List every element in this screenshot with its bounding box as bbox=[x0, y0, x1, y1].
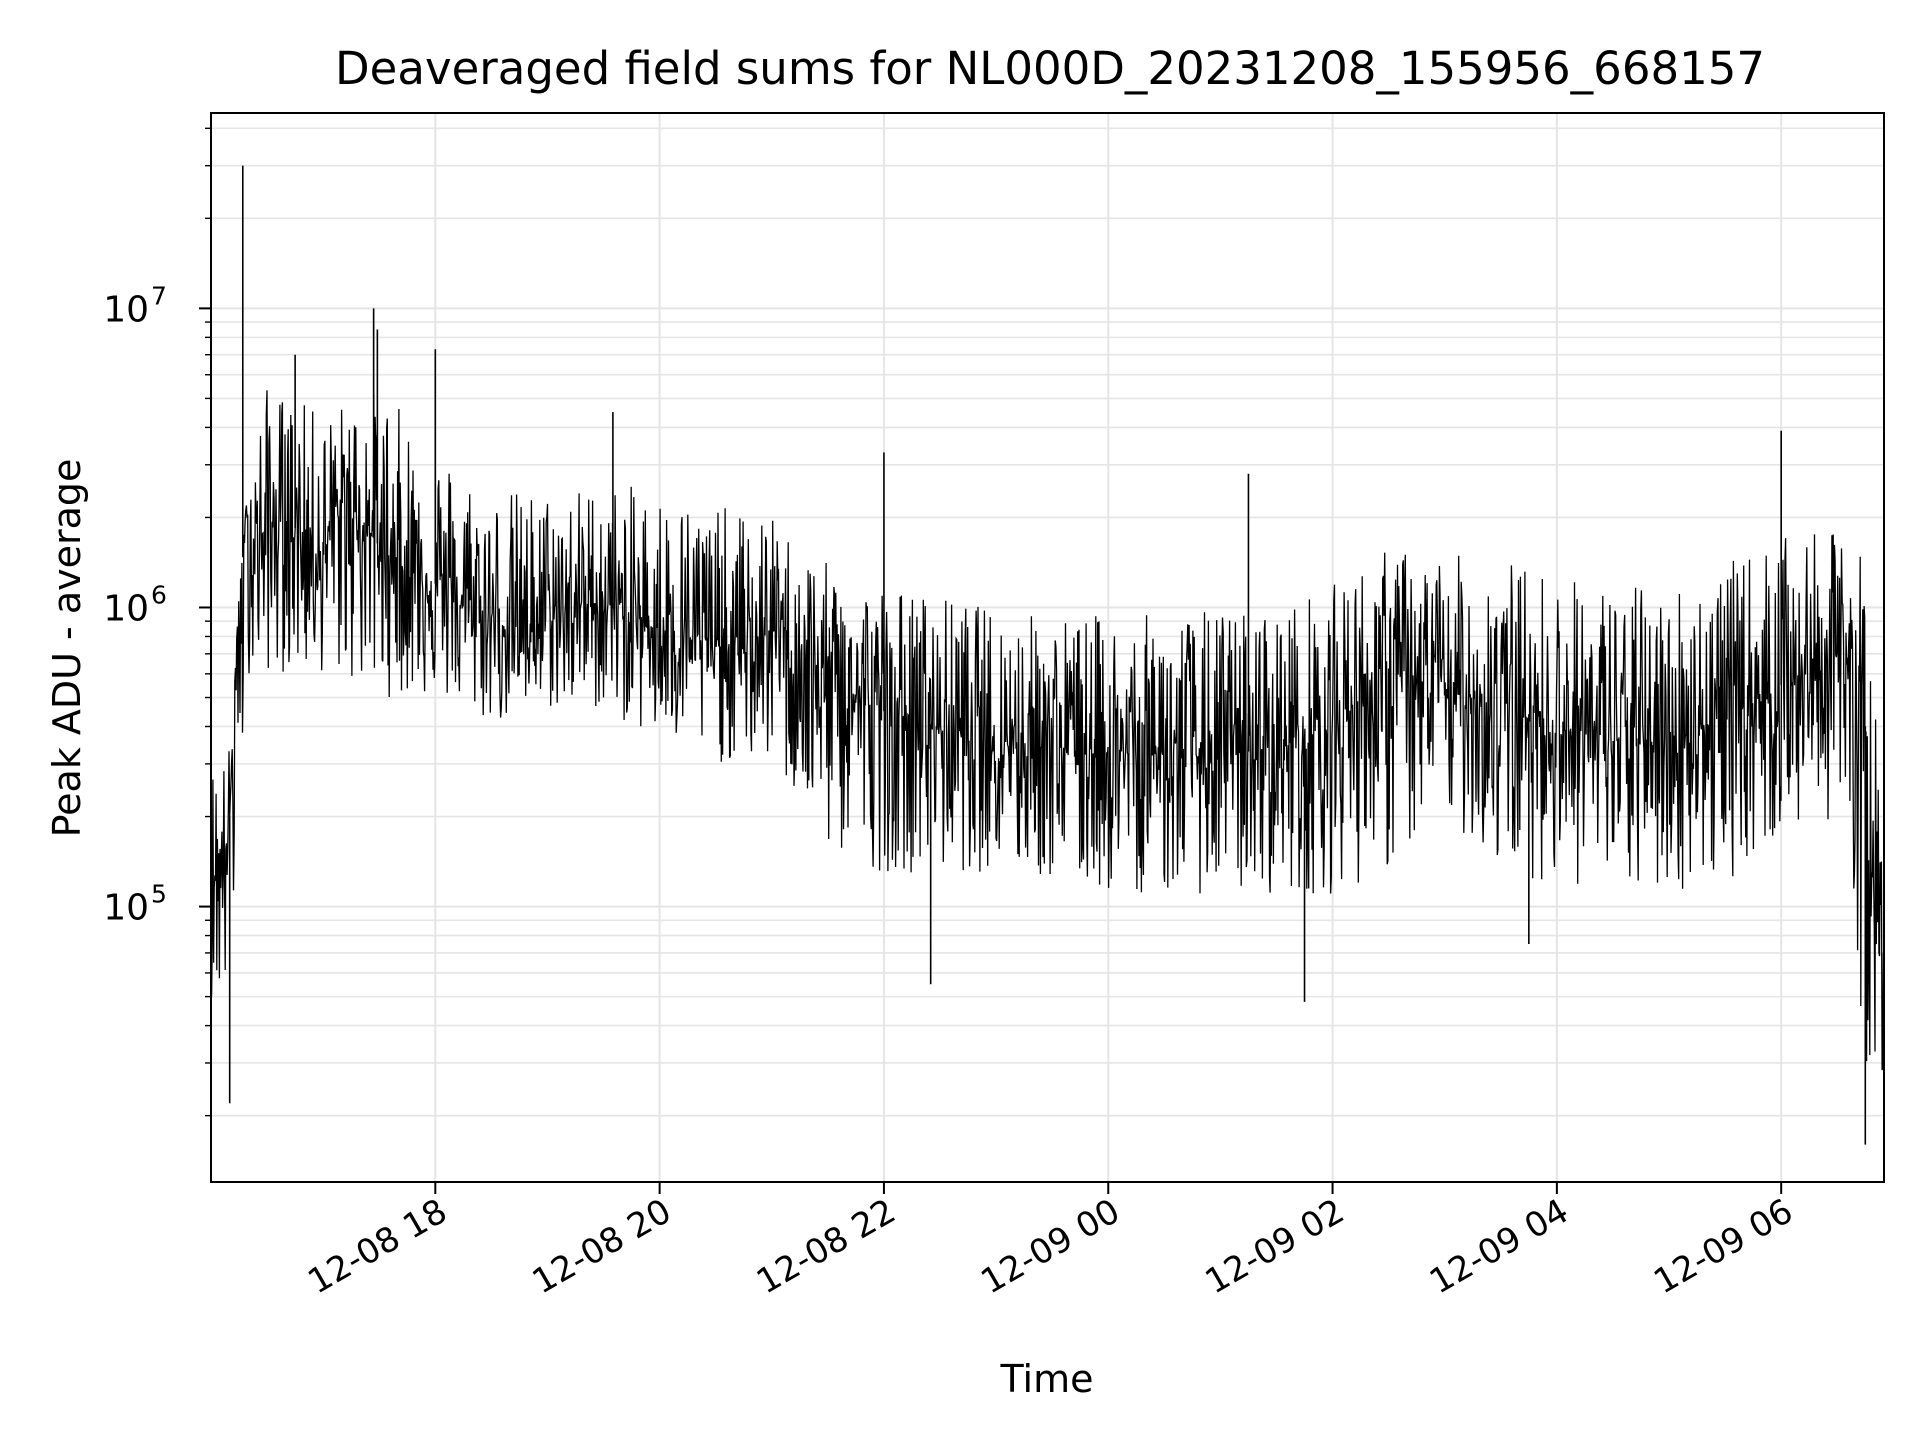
x-axis-label: Time bbox=[1000, 1357, 1094, 1401]
x-tick-label: 12-09 04 bbox=[1423, 1191, 1575, 1302]
series-layer bbox=[211, 165, 1884, 1145]
y-axis-label: Peak ADU - average bbox=[45, 459, 89, 838]
y-tick-label: 10 bbox=[103, 588, 149, 629]
x-tick-label: 12-09 02 bbox=[1199, 1191, 1351, 1302]
x-tick-label: 12-08 22 bbox=[750, 1191, 902, 1302]
x-axis: 12-08 18 12-08 20 12-08 22 12-09 00 12-09 02… bbox=[301, 1182, 1800, 1302]
y-tick-exponent: 7 bbox=[151, 281, 167, 310]
plot-frame bbox=[210, 112, 1885, 1183]
y-tick-label: 10 bbox=[103, 289, 149, 330]
y-tick-exponent: 5 bbox=[151, 880, 167, 909]
x-tick-label: 12-09 06 bbox=[1647, 1191, 1799, 1302]
x-tick-label: 12-09 00 bbox=[974, 1191, 1126, 1302]
chart-title: Deaveraged field sums for NL000D_2023120… bbox=[335, 42, 1765, 95]
y-tick-label: 10 bbox=[103, 888, 149, 929]
series-line bbox=[211, 390, 1884, 1071]
y-tick-exponent: 6 bbox=[151, 580, 167, 609]
x-tick-label: 12-08 20 bbox=[526, 1191, 678, 1302]
x-tick-label: 12-08 18 bbox=[301, 1191, 453, 1302]
